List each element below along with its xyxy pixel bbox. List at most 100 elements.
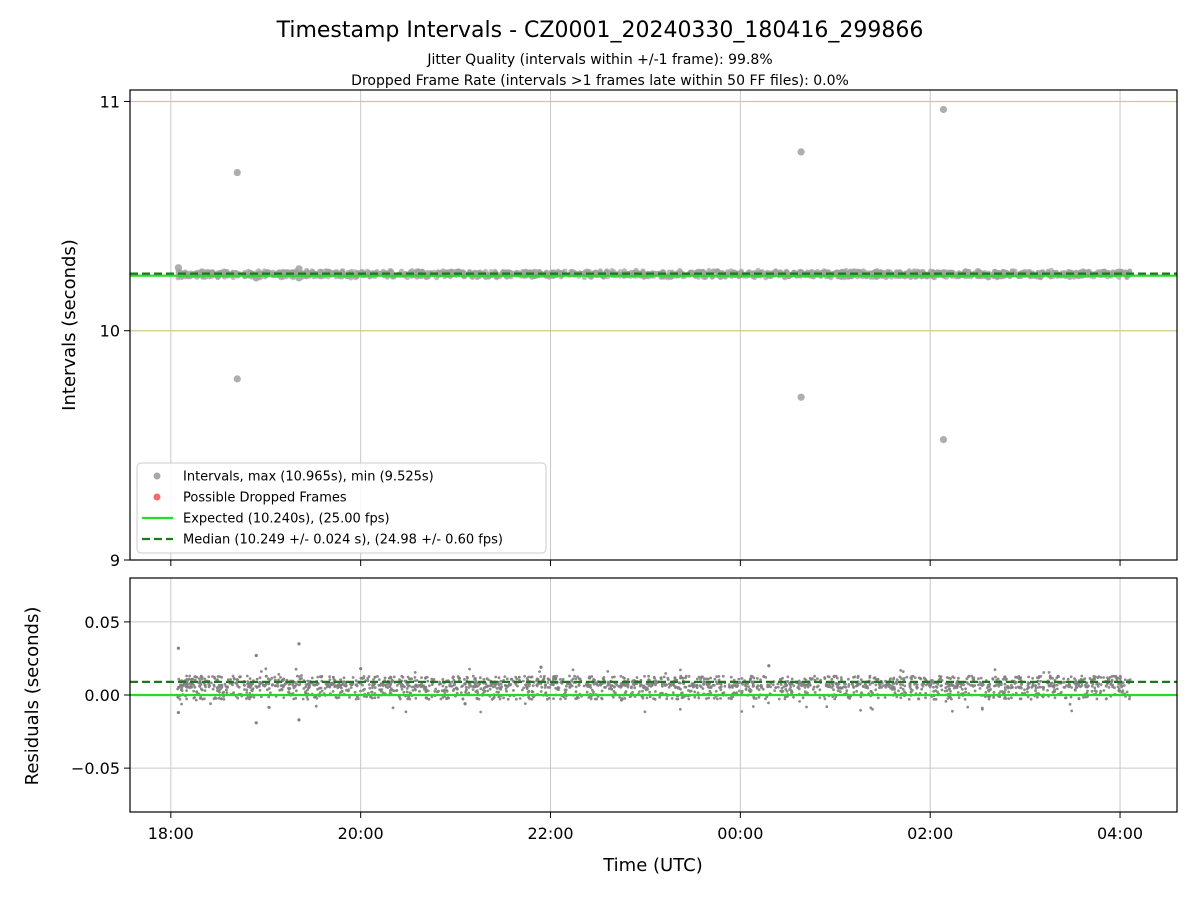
data-point — [978, 687, 982, 690]
data-point — [444, 685, 448, 689]
chart-subtitle-dropped: Dropped Frame Rate (intervals >1 frames … — [351, 73, 849, 89]
data-point — [755, 686, 759, 690]
data-point — [318, 675, 322, 678]
outlier-point — [939, 436, 948, 444]
data-point — [402, 690, 406, 694]
data-point — [615, 683, 619, 687]
data-point — [354, 679, 358, 683]
data-point — [1122, 684, 1126, 687]
data-point — [1007, 697, 1011, 700]
data-point — [1080, 684, 1084, 687]
data-point — [878, 686, 881, 690]
data-point — [298, 675, 301, 678]
data-point — [696, 691, 700, 695]
data-point — [474, 681, 477, 685]
data-point — [1107, 686, 1111, 689]
data-point — [340, 690, 344, 694]
data-point — [609, 685, 613, 689]
data-point — [949, 696, 952, 699]
data-point — [917, 676, 921, 680]
data-point — [527, 696, 531, 699]
data-point — [302, 687, 306, 690]
legend-label: Median (10.249 +/- 0.024 s), (24.98 +/- … — [183, 533, 503, 548]
data-point — [490, 697, 494, 701]
data-point — [176, 695, 180, 699]
data-point — [1049, 676, 1052, 680]
data-point — [520, 688, 524, 692]
data-point — [845, 689, 849, 693]
data-point — [400, 687, 404, 691]
data-point — [635, 676, 639, 679]
data-point — [588, 685, 591, 688]
data-point — [756, 684, 760, 688]
outlier-point — [797, 393, 805, 401]
data-point — [935, 686, 939, 689]
data-point — [780, 686, 784, 690]
data-point — [1010, 696, 1013, 700]
data-point — [377, 696, 380, 699]
data-point — [271, 683, 274, 686]
data-point — [665, 683, 668, 687]
data-point — [680, 696, 684, 700]
data-point — [257, 684, 261, 688]
data-point — [633, 686, 637, 690]
data-point — [1108, 675, 1112, 679]
data-point — [573, 674, 576, 678]
data-point — [1089, 678, 1093, 681]
data-point — [383, 676, 387, 680]
data-point — [751, 683, 755, 687]
data-point — [313, 683, 316, 687]
data-point — [818, 688, 822, 692]
data-point — [994, 675, 997, 679]
data-point — [1095, 682, 1098, 686]
data-point — [327, 684, 331, 688]
data-point — [475, 689, 479, 692]
data-point — [1128, 678, 1132, 682]
data-point — [506, 697, 510, 701]
data-point — [715, 697, 719, 701]
data-point — [1011, 686, 1014, 689]
data-point — [1094, 675, 1097, 679]
data-point — [476, 691, 480, 695]
data-point — [681, 676, 685, 680]
data-point — [952, 676, 956, 680]
data-point — [592, 690, 595, 694]
data-point — [479, 687, 483, 691]
data-point — [730, 684, 734, 688]
data-point — [413, 676, 417, 679]
data-point — [952, 686, 956, 690]
data-point — [292, 686, 296, 690]
data-point — [1082, 696, 1085, 699]
data-point — [185, 674, 189, 678]
data-point — [441, 696, 445, 699]
data-point — [739, 681, 742, 684]
data-point — [236, 696, 240, 700]
data-point — [177, 677, 181, 681]
data-point — [956, 691, 960, 694]
data-point — [199, 675, 203, 678]
data-point — [288, 687, 292, 690]
data-point — [415, 679, 419, 682]
data-point — [806, 691, 809, 695]
data-point — [231, 674, 235, 678]
data-point — [1093, 686, 1097, 690]
data-point — [899, 669, 903, 672]
data-point — [229, 678, 233, 681]
data-point — [834, 682, 838, 686]
data-point — [320, 689, 324, 693]
data-point — [955, 681, 959, 684]
data-point — [376, 675, 379, 678]
data-point — [571, 668, 575, 672]
data-point — [477, 683, 481, 687]
data-point — [178, 697, 182, 701]
data-point — [836, 689, 840, 693]
data-point — [811, 688, 815, 691]
data-point — [468, 667, 471, 671]
data-point — [833, 697, 837, 701]
data-point — [671, 691, 675, 694]
data-point — [747, 689, 751, 692]
data-point — [1026, 695, 1030, 699]
data-point — [395, 684, 399, 687]
data-point — [543, 674, 546, 678]
data-point — [555, 674, 558, 678]
